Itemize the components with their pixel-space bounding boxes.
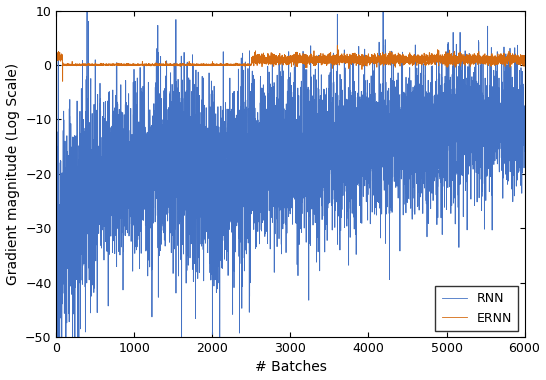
- RNN: [521, 114, 528, 118]
- RNN: [164, 205, 171, 210]
- RNN: [55, 335, 61, 339]
- RNN: [230, 232, 236, 236]
- Line: RNN: RNN: [57, 11, 525, 337]
- RNN: [162, 109, 169, 114]
- ERNN: [518, 58, 524, 62]
- RNN: [54, 248, 60, 252]
- RNN: [518, 67, 524, 71]
- ERNN: [54, 55, 60, 60]
- ERNN: [334, 43, 341, 48]
- RNN: [263, 107, 270, 111]
- X-axis label: # Batches: # Batches: [254, 361, 327, 374]
- ERNN: [521, 56, 528, 61]
- Y-axis label: Gradient magnitude (Log Scale): Gradient magnitude (Log Scale): [5, 63, 20, 285]
- ERNN: [60, 79, 66, 84]
- ERNN: [263, 55, 270, 60]
- Legend: RNN, ERNN: RNN, ERNN: [435, 286, 518, 331]
- Line: ERNN: ERNN: [57, 46, 525, 81]
- ERNN: [230, 63, 236, 67]
- ERNN: [164, 62, 171, 67]
- ERNN: [167, 62, 174, 66]
- ERNN: [162, 62, 169, 67]
- RNN: [167, 95, 174, 100]
- RNN: [84, 8, 90, 13]
